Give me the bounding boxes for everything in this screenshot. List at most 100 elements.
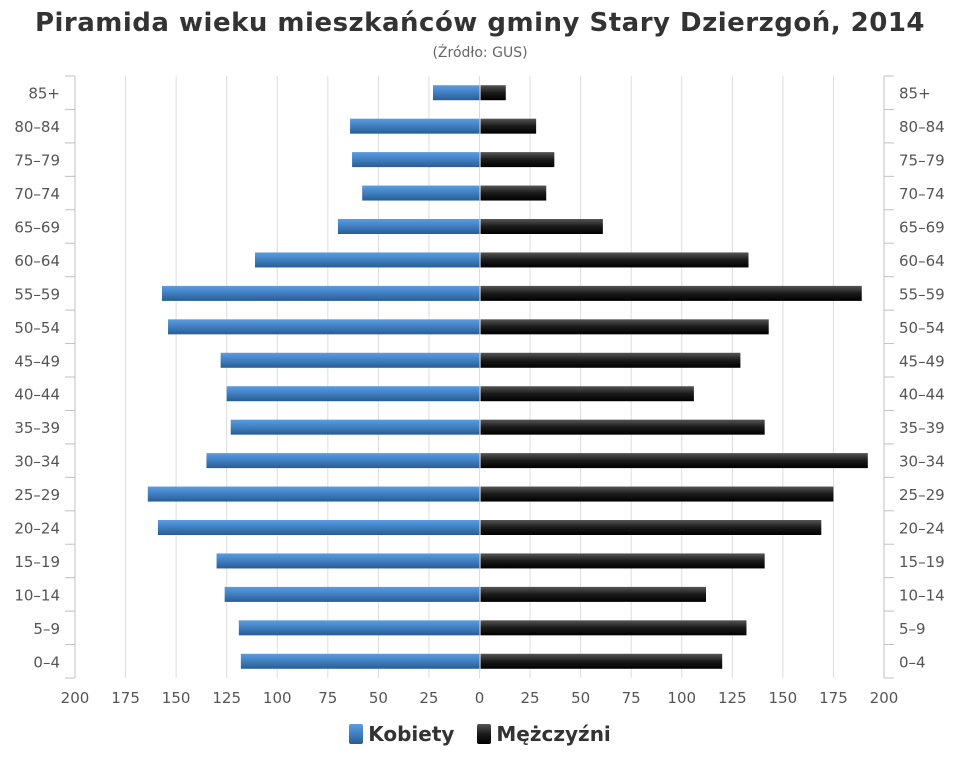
category-label-left: 25–29 — [14, 486, 60, 504]
x-tick-label: 25 — [419, 689, 438, 707]
bar-kobiety — [147, 486, 480, 502]
category-label-left: 60–64 — [14, 252, 60, 270]
bar-mezczyzni — [480, 419, 765, 435]
bar-kobiety — [161, 285, 480, 301]
category-label-left: 30–34 — [14, 453, 60, 471]
x-tick-label: 150 — [769, 689, 798, 707]
legend-label-kobiety: Kobiety — [368, 722, 455, 746]
category-label-left: 5–9 — [33, 620, 60, 638]
x-tick-label: 150 — [162, 689, 191, 707]
category-label-left: 20–24 — [14, 520, 60, 538]
bar-mezczyzni — [480, 453, 868, 469]
category-label-left: 75–79 — [14, 152, 60, 170]
bar-kobiety — [240, 653, 480, 669]
x-tick-label: 50 — [571, 689, 590, 707]
x-tick-label: 200 — [870, 689, 899, 707]
bar-mezczyzni — [480, 185, 547, 201]
bar-kobiety — [238, 620, 480, 636]
bar-mezczyzni — [480, 152, 555, 168]
category-label-right: 80–84 — [899, 118, 945, 136]
bar-kobiety — [230, 419, 480, 435]
x-tick-label: 0 — [475, 689, 485, 707]
category-label-right: 5–9 — [899, 620, 926, 638]
category-label-left: 65–69 — [14, 219, 60, 237]
category-label-left: 15–19 — [14, 553, 60, 571]
bar-mezczyzni — [480, 520, 822, 535]
legend: Kobiety Mężczyźni — [0, 722, 960, 749]
bar-kobiety — [350, 118, 480, 134]
category-label-right: 65–69 — [899, 219, 945, 237]
category-label-right: 60–64 — [899, 252, 945, 270]
x-tick-label: 125 — [718, 689, 747, 707]
category-label-left: 40–44 — [14, 386, 60, 404]
category-label-left: 55–59 — [14, 285, 60, 303]
bar-kobiety — [432, 85, 480, 101]
category-label-right: 30–34 — [899, 453, 945, 471]
bar-mezczyzni — [480, 118, 537, 134]
x-tick-label: 75 — [622, 689, 641, 707]
bar-mezczyzni — [480, 219, 603, 234]
category-label-right: 25–29 — [899, 486, 945, 504]
category-label-right: 45–49 — [899, 352, 945, 370]
bar-mezczyzni — [480, 620, 747, 636]
bar-kobiety — [226, 386, 480, 402]
bar-mezczyzni — [480, 653, 723, 669]
category-label-left: 85+ — [28, 85, 60, 103]
bar-kobiety — [220, 352, 480, 368]
category-label-left: 50–54 — [14, 319, 60, 337]
legend-swatch-kobiety — [349, 724, 364, 744]
bar-mezczyzni — [480, 486, 834, 502]
category-label-right: 70–74 — [899, 185, 945, 203]
x-tick-label: 75 — [318, 689, 337, 707]
legend-item-kobiety[interactable]: Kobiety — [349, 722, 454, 746]
category-label-left: 35–39 — [14, 419, 60, 437]
category-label-left: 70–74 — [14, 185, 60, 203]
category-label-right: 35–39 — [899, 419, 945, 437]
category-label-right: 10–14 — [899, 586, 945, 604]
bar-mezczyzni — [480, 386, 694, 402]
legend-label-mezczyzni: Mężczyźni — [496, 722, 611, 746]
category-label-left: 10–14 — [14, 586, 60, 604]
category-label-right: 0–4 — [899, 653, 926, 671]
chart-title: Piramida wieku mieszkańców gminy Stary D… — [34, 8, 926, 38]
bar-kobiety — [216, 553, 480, 569]
category-label-right: 50–54 — [899, 319, 945, 337]
category-label-right: 15–19 — [899, 553, 945, 571]
x-tick-label: 50 — [369, 689, 388, 707]
bar-kobiety — [352, 152, 480, 168]
category-label-right: 40–44 — [899, 386, 945, 404]
bar-kobiety — [168, 319, 480, 335]
legend-swatch-mezczyzni — [477, 724, 492, 744]
bar-kobiety — [255, 252, 480, 268]
category-label-right: 55–59 — [899, 285, 945, 303]
bar-kobiety — [206, 453, 480, 469]
bar-mezczyzni — [480, 352, 741, 368]
bar-kobiety — [362, 185, 480, 201]
x-tick-label: 100 — [263, 689, 292, 707]
bar-mezczyzni — [480, 252, 749, 268]
bar-mezczyzni — [480, 285, 862, 301]
bar-kobiety — [224, 586, 480, 602]
bar-mezczyzni — [480, 553, 765, 569]
x-tick-label: 125 — [212, 689, 241, 707]
category-label-right: 75–79 — [899, 152, 945, 170]
chart-subtitle: (Źródło: GUS) — [432, 45, 528, 61]
x-tick-label: 175 — [819, 689, 848, 707]
x-tick-label: 175 — [111, 689, 140, 707]
category-label-left: 45–49 — [14, 352, 60, 370]
x-tick-label: 25 — [521, 689, 540, 707]
category-label-left: 0–4 — [33, 653, 60, 671]
bar-mezczyzni — [480, 319, 769, 335]
bar-kobiety — [337, 219, 480, 234]
x-tick-label: 100 — [667, 689, 696, 707]
legend-item-mezczyzni[interactable]: Mężczyźni — [477, 722, 611, 746]
x-tick-label: 200 — [61, 689, 90, 707]
bar-mezczyzni — [480, 85, 506, 101]
bar-mezczyzni — [480, 586, 707, 602]
category-label-right: 85+ — [899, 85, 931, 103]
category-label-left: 80–84 — [14, 118, 60, 136]
bar-kobiety — [157, 520, 480, 535]
category-label-right: 20–24 — [899, 520, 945, 538]
